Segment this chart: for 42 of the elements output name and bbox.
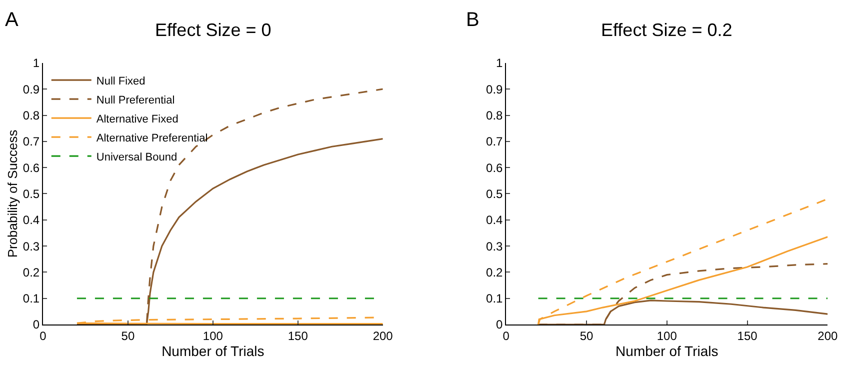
x-tick-label: 150 [737, 328, 758, 343]
legend-label: Universal Bound [96, 151, 178, 164]
y-tick-label: 1 [32, 56, 40, 70]
y-tick-label: 0.9 [22, 82, 40, 96]
y-tick-label: 1 [496, 56, 504, 70]
y-tick-label: 0.5 [486, 186, 504, 201]
y-tick-label: 0.8 [22, 108, 40, 122]
x-tick-label: 50 [580, 328, 594, 343]
y-tick-label: 0.4 [486, 213, 504, 228]
y-axis-title: Probability of Success [4, 129, 20, 258]
y-tick-label: 0.6 [486, 160, 504, 175]
text: A [5, 9, 19, 31]
chart-title: Effect Size = 0.2 [601, 20, 732, 40]
y-tick-label: 0 [496, 318, 504, 332]
y-tick-label: 0.1 [486, 292, 504, 306]
x-tick-label: 150 [288, 328, 308, 343]
legend-label: Alternative Fixed [96, 113, 178, 126]
x-tick-label: 200 [818, 328, 838, 343]
x-axis-title: Number of Trials [162, 342, 264, 359]
y-tick-label: 0.1 [22, 292, 40, 306]
x-tick-label: 100 [656, 328, 678, 343]
x-tick-label: 100 [202, 328, 224, 343]
y-tick-label: 0.9 [486, 82, 504, 96]
y-tick-label: 0.3 [22, 239, 40, 254]
y-tick-label: 0.2 [22, 265, 40, 280]
x-axis-title: Number of Trials [616, 342, 718, 359]
x-tick-label: 200 [372, 328, 394, 343]
legend-label: Null Preferential [96, 94, 175, 106]
y-tick-label: 0 [32, 318, 40, 332]
y-tick-label: 0.7 [22, 134, 40, 149]
y-tick-label: 0.4 [22, 213, 40, 228]
y-tick-label: 0.2 [486, 265, 504, 280]
legend-label: Alternative Preferential [96, 132, 208, 144]
x-tick-label: 50 [121, 328, 135, 343]
y-tick-label: 0.5 [22, 186, 40, 201]
y-tick-label: 0.8 [486, 108, 504, 122]
legend-label: Null Fixed [96, 75, 146, 88]
y-tick-label: 0.3 [486, 239, 504, 254]
y-tick-label: 0.7 [486, 134, 504, 149]
text: B [466, 9, 480, 31]
chart-title: Effect Size = 0 [155, 20, 272, 40]
y-tick-label: 0.6 [22, 160, 40, 175]
